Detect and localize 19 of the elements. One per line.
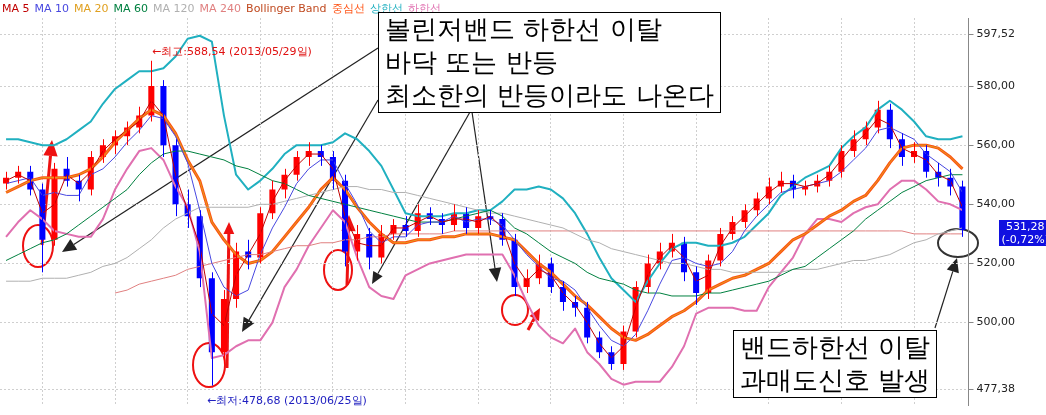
y-tick-label: 580,00 <box>976 78 1016 92</box>
annotation: 밴드하한선 이탈 과매도신호 발생 <box>733 330 938 398</box>
text: MA 120 <box>153 2 195 15</box>
y-tick-label: 477,38 <box>976 382 1016 396</box>
text: MA 20 <box>74 2 109 15</box>
y-tick-label: 520,00 <box>976 256 1016 270</box>
text: MA 60 <box>113 2 149 15</box>
annotation: 볼린저밴드 하한선 이탈 바닥 또는 반등 최소한의 반등이라도 나온다 <box>378 12 721 113</box>
y-tick-label: 500,00 <box>976 315 1016 329</box>
text: MA 5 <box>2 2 30 15</box>
y-tick-label: 597,52 <box>976 27 1016 41</box>
annotation: ←최저:478,68 (2013/06/25일) <box>207 393 367 408</box>
y-tick-label: 560,00 <box>976 138 1016 152</box>
y-tick-label: 540,00 <box>976 197 1016 211</box>
text: MA 240 <box>199 2 242 15</box>
text: 531,28 (-0,72%) <box>998 220 1046 246</box>
text: MA 10 <box>34 2 70 15</box>
text: 중심선 <box>331 2 365 15</box>
legend-title: Bollinger Band <box>246 2 327 15</box>
